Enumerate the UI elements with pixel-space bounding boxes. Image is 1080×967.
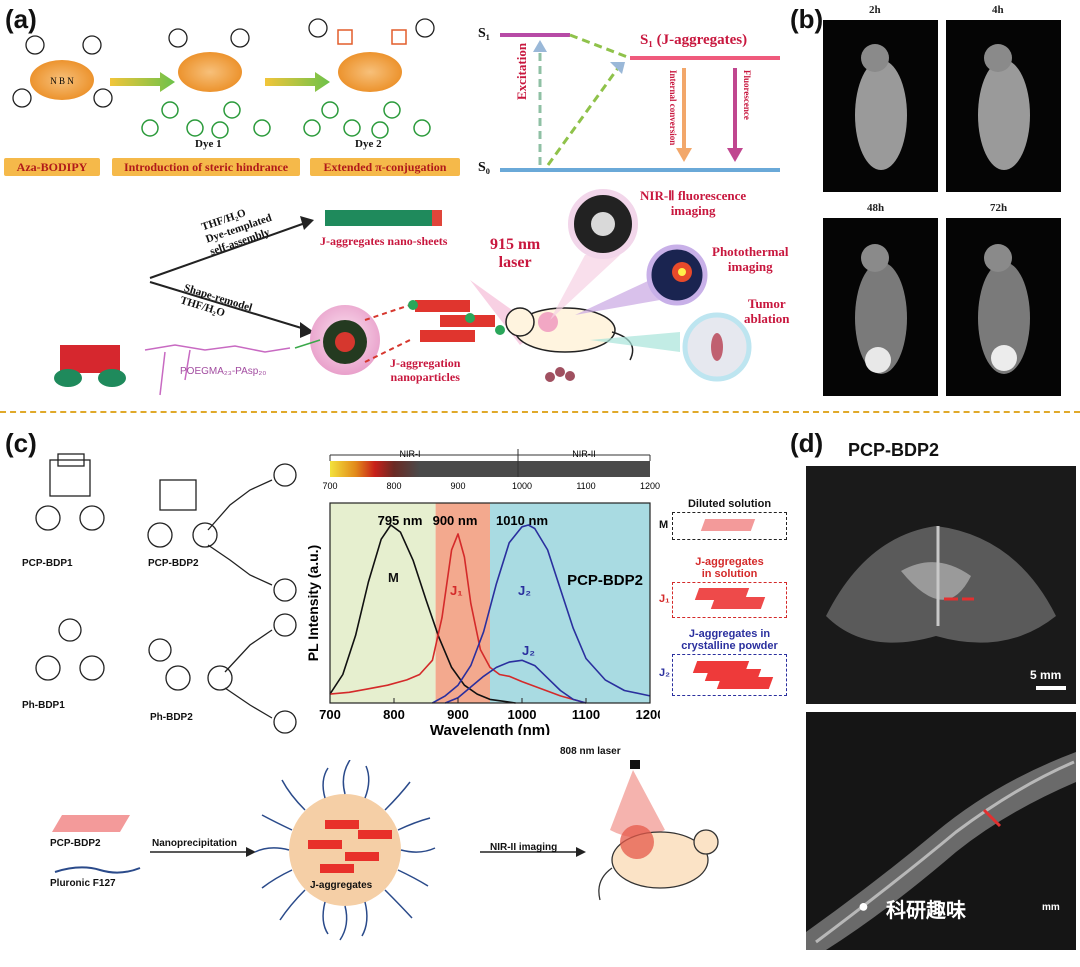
internal-conversion-label: Internal conversion [668, 70, 678, 146]
laser-915-label: 915 nm laser [490, 236, 541, 271]
chip-pi-conjugation: Extended π-conjugation [310, 158, 460, 176]
arrow-right-icon [265, 72, 330, 92]
chip-steric-hindrance: Introduction of steric hindrance [112, 158, 300, 176]
spectrum-tick-label-4: 1100 [576, 481, 595, 491]
nir-image-bottom: 科研趣味 mm ● [806, 712, 1076, 950]
svg-text:N B N: N B N [50, 76, 74, 86]
legend-diluted: Diluted solution M [659, 498, 787, 540]
outcome-nir-imaging: NIR-Ⅱ fluorescence imaging [640, 188, 747, 218]
series-label-j2: J₂ [518, 583, 531, 598]
series-line-0 [329, 524, 516, 704]
nanoparticles-label: J-aggregation nanoparticles [390, 356, 461, 384]
chart-title: PCP-BDP2 [567, 572, 643, 589]
mouse-image-48h: 48h [823, 202, 938, 396]
s0-label: S₀ [478, 160, 490, 175]
outcome-photothermal: Photothermal imaging [712, 244, 789, 274]
laser-icon [630, 760, 640, 769]
series-line-3 [444, 659, 587, 704]
x-tick-label-2: 900 [447, 707, 469, 722]
mouse-image-4h: 4h [946, 4, 1061, 192]
nir-i-label: NIR-I [400, 449, 421, 459]
step-nir-ii-imaging: NIR-II imaging [490, 842, 558, 853]
spectrum-tick-label-1: 800 [386, 481, 401, 491]
molecule-label-pcp-bdp2: PCP-BDP2 [148, 558, 199, 569]
watermark-suffix: mm [1042, 902, 1060, 913]
scale-bar-label: 5 mm [1030, 668, 1062, 682]
x-tick-label-5: 1200 [636, 707, 660, 722]
dye1-core [141, 28, 271, 139]
section-divider [0, 411, 1080, 413]
nir-image-top: 5 mm [806, 466, 1076, 704]
dye2-core [303, 18, 435, 139]
arrow-right-icon [110, 72, 175, 92]
arrow-down-icon [727, 148, 743, 162]
mouse-image-72h: 72h [946, 202, 1061, 396]
nanoprecipitation-scheme [52, 760, 719, 941]
series-label-j2-powder: J₂ [522, 643, 535, 658]
peak-label-900: 900 nm [433, 513, 478, 528]
x-axis-label: Wavelength (nm) [430, 722, 550, 735]
mouse-image-2h: 2h [823, 4, 938, 192]
panel-d-title: PCP-BDP2 [848, 440, 940, 460]
aza-bodipy-core: N B N [12, 35, 113, 108]
x-tick-label-0: 700 [319, 707, 341, 722]
j-aggregate-particle [289, 794, 401, 906]
bottom-dye-label: PCP-BDP2 [50, 838, 101, 849]
block-copolymer-icon [60, 345, 120, 373]
legend-j1: J-aggregates in solution J₁ [659, 556, 787, 618]
series-label-m: M [388, 570, 399, 585]
molecule-label-ph-bdp1: Ph-BDP1 [22, 700, 65, 711]
series-label-j1: J₁ [450, 583, 463, 598]
molecule-label-pcp-bdp1: PCP-BDP1 [22, 558, 73, 569]
s1-label: S₁ [478, 26, 490, 41]
bottom-polymer-label: Pluronic F127 [50, 878, 116, 889]
spectrum-tick-label-3: 1000 [512, 481, 532, 491]
x-tick-label-3: 1000 [508, 707, 537, 722]
s1-j-label: S₁ (J-aggregates) [640, 32, 748, 48]
x-tick-label-4: 1100 [572, 707, 600, 722]
nir-ii-label: NIR-II [572, 449, 596, 459]
laser-808-label: 808 nm laser [560, 746, 621, 757]
panel-label-c: (c) [5, 428, 37, 458]
spectrum-tick-label-5: 1200 [640, 481, 660, 491]
fluorescence-label: Fluorescence [742, 70, 752, 120]
panel-label-d: (d) [790, 428, 824, 458]
polymer-label: POEGMA₂₃-PAsp₂₀ [180, 366, 267, 377]
spectrum-tick-label-0: 700 [322, 481, 337, 491]
dye1-label: Dye 1 [195, 138, 222, 150]
chip-aza-bodipy: Aza-BODIPY [4, 158, 100, 176]
molecule-label-ph-bdp2: Ph-BDP2 [150, 712, 193, 723]
nir-spectrum-bar: NIR-I NIR-II 700 800 900 1000 1100 1200 [322, 449, 660, 491]
panel-label-b: (b) [790, 4, 824, 34]
nanosheets-label: J-aggregates nano-sheets [320, 234, 448, 248]
watermark-text: 科研趣味 [886, 898, 966, 922]
nanosheet-shape [325, 210, 440, 226]
excitation-label: Excitation [514, 42, 529, 100]
panel-label-a: (a) [5, 4, 37, 34]
chart-region-2 [490, 503, 650, 703]
series-line-2 [432, 524, 651, 704]
dye2-label: Dye 2 [355, 138, 382, 150]
x-tick-label-1: 800 [383, 707, 405, 722]
arrow-down-icon [676, 148, 692, 162]
pl-intensity-chart: 700 800 900 1000 1100 1200 Wavelength (nm) PL… [305, 502, 660, 735]
series-line-1 [329, 533, 587, 704]
legend-j2: J-aggregates in crystalline powder J₂ [659, 628, 787, 696]
peak-label-1010: 1010 nm [496, 513, 548, 528]
panel-a-graphics: N B N [12, 18, 780, 396]
step-nanoprecipitation: Nanoprecipitation [152, 838, 238, 849]
y-axis-label: PL Intensity (a.u.) [305, 545, 321, 661]
wechat-icon: ● [858, 896, 869, 916]
chart-region-0 [330, 503, 436, 703]
molecule-structures [35, 453, 297, 734]
particle-label: J-aggregates [310, 880, 373, 891]
peak-label-795: 795 nm [378, 513, 423, 528]
spectrum-tick-label-2: 900 [450, 481, 465, 491]
outcome-tumor-ablation: Tumor ablation [744, 296, 790, 326]
